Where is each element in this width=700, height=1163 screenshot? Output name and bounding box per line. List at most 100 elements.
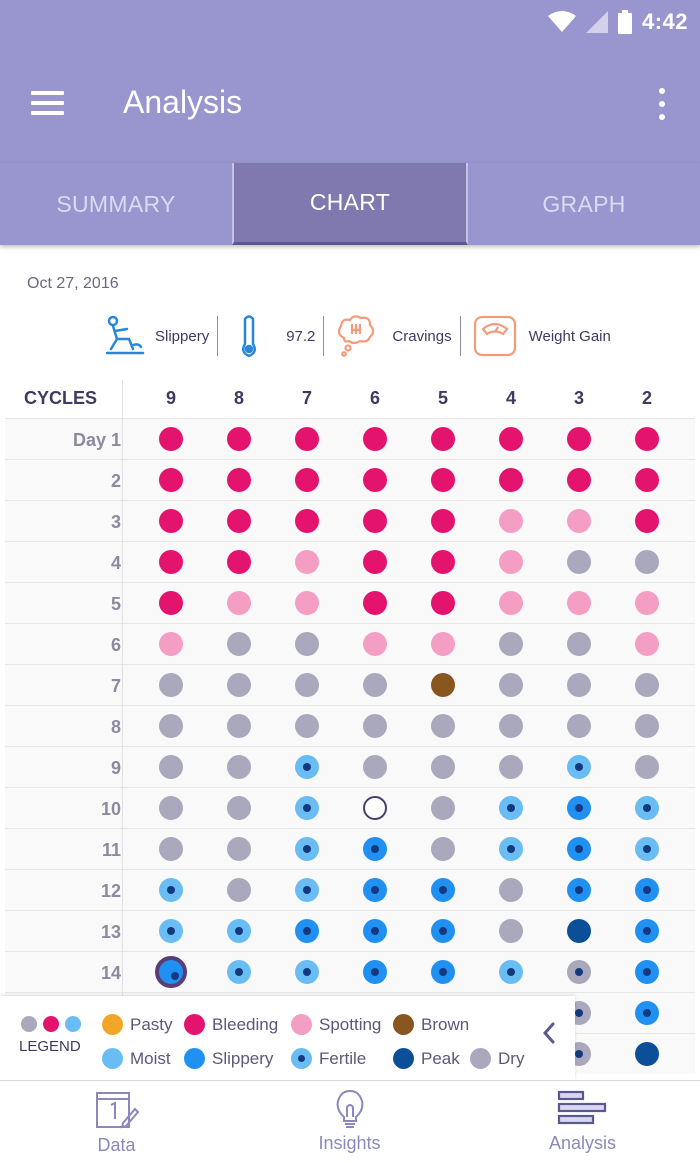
- day-dot-bleeding[interactable]: [431, 427, 455, 451]
- day-dot-dry[interactable]: [227, 878, 251, 902]
- day-dot-bleeding[interactable]: [227, 550, 251, 574]
- day-dot-slippery-fertile[interactable]: [363, 960, 387, 984]
- day-dot-fertile[interactable]: [159, 919, 183, 943]
- day-dot-spotting[interactable]: [159, 632, 183, 656]
- day-dot-brown[interactable]: [431, 673, 455, 697]
- day-dot-slippery-fertile[interactable]: [363, 837, 387, 861]
- day-dot-dry[interactable]: [499, 673, 523, 697]
- day-dot-dry[interactable]: [431, 796, 455, 820]
- day-dot-dry[interactable]: [635, 673, 659, 697]
- day-dot-dry[interactable]: [567, 550, 591, 574]
- day-dot-empty[interactable]: [363, 796, 387, 820]
- day-dot-dry[interactable]: [227, 714, 251, 738]
- tab-summary[interactable]: SUMMARY: [56, 190, 176, 217]
- day-dot-bleeding[interactable]: [635, 509, 659, 533]
- day-dot-fertile[interactable]: [567, 755, 591, 779]
- day-dot-bleeding[interactable]: [295, 509, 319, 533]
- day-dot-spotting[interactable]: [635, 591, 659, 615]
- day-dot-peak[interactable]: [567, 919, 591, 943]
- day-dot-dry[interactable]: [159, 837, 183, 861]
- day-dot-dry[interactable]: [159, 796, 183, 820]
- day-dot-bleeding[interactable]: [431, 509, 455, 533]
- day-dot-bleeding[interactable]: [431, 591, 455, 615]
- day-dot-dry-fertile[interactable]: [567, 960, 591, 984]
- day-dot-bleeding[interactable]: [227, 468, 251, 492]
- day-dot-dry[interactable]: [567, 673, 591, 697]
- day-dot-dry[interactable]: [499, 714, 523, 738]
- more-options-icon[interactable]: [652, 86, 672, 122]
- day-dot-dry[interactable]: [295, 632, 319, 656]
- day-dot-spotting[interactable]: [295, 550, 319, 574]
- cycle-header[interactable]: 6: [369, 388, 380, 408]
- day-dot-selected[interactable]: [155, 956, 187, 988]
- day-dot-bleeding[interactable]: [567, 468, 591, 492]
- day-dot-dry[interactable]: [567, 714, 591, 738]
- cycle-header[interactable]: 5: [437, 388, 448, 408]
- cycle-header[interactable]: 8: [233, 388, 244, 408]
- nav-analysis[interactable]: Analysis: [466, 1081, 699, 1163]
- cycle-header[interactable]: 3: [573, 388, 584, 408]
- day-dot-dry[interactable]: [159, 714, 183, 738]
- day-dot-bleeding[interactable]: [363, 468, 387, 492]
- day-dot-dry[interactable]: [431, 755, 455, 779]
- day-dot-dry[interactable]: [227, 632, 251, 656]
- day-dot-slippery-fertile[interactable]: [363, 919, 387, 943]
- day-dot-spotting[interactable]: [635, 632, 659, 656]
- day-dot-slippery-fertile[interactable]: [567, 837, 591, 861]
- day-dot-bleeding[interactable]: [159, 550, 183, 574]
- day-dot-bleeding[interactable]: [363, 591, 387, 615]
- cycle-header[interactable]: 9: [165, 388, 176, 408]
- day-dot-bleeding[interactable]: [499, 427, 523, 451]
- day-dot-slippery-fertile[interactable]: [431, 919, 455, 943]
- day-dot-fertile[interactable]: [635, 837, 659, 861]
- day-dot-spotting[interactable]: [499, 509, 523, 533]
- day-dot-dry[interactable]: [635, 714, 659, 738]
- day-dot-fertile[interactable]: [295, 755, 319, 779]
- chevron-left-icon[interactable]: [540, 1021, 558, 1045]
- day-dot-dry[interactable]: [159, 755, 183, 779]
- day-dot-bleeding[interactable]: [431, 468, 455, 492]
- day-dot-bleeding[interactable]: [159, 468, 183, 492]
- day-dot-slippery-fertile[interactable]: [635, 919, 659, 943]
- tab-graph[interactable]: GRAPH: [542, 190, 626, 217]
- day-dot-slippery-fertile[interactable]: [567, 878, 591, 902]
- day-dot-fertile[interactable]: [295, 837, 319, 861]
- day-dot-bleeding[interactable]: [159, 427, 183, 451]
- day-dot-bleeding[interactable]: [567, 427, 591, 451]
- day-dot-dry[interactable]: [159, 673, 183, 697]
- cycle-header[interactable]: 4: [505, 388, 516, 408]
- day-dot-spotting[interactable]: [499, 550, 523, 574]
- day-dot-bleeding[interactable]: [363, 427, 387, 451]
- day-dot-dry[interactable]: [227, 796, 251, 820]
- day-dot-slippery-fertile[interactable]: [295, 919, 319, 943]
- day-dot-slippery-fertile[interactable]: [635, 878, 659, 902]
- day-dot-dry[interactable]: [431, 714, 455, 738]
- day-dot-slippery-fertile[interactable]: [567, 796, 591, 820]
- day-dot-spotting[interactable]: [363, 632, 387, 656]
- day-dot-bleeding[interactable]: [295, 427, 319, 451]
- nav-insights[interactable]: Insights: [233, 1081, 466, 1163]
- cycle-header[interactable]: 7: [301, 388, 312, 408]
- day-dot-dry[interactable]: [363, 714, 387, 738]
- day-dot-bleeding[interactable]: [363, 509, 387, 533]
- day-dot-dry[interactable]: [499, 632, 523, 656]
- day-dot-bleeding[interactable]: [635, 427, 659, 451]
- day-dot-slippery-fertile[interactable]: [431, 960, 455, 984]
- day-dot-bleeding[interactable]: [227, 509, 251, 533]
- cycle-header[interactable]: 2: [641, 388, 652, 408]
- day-dot-dry[interactable]: [499, 878, 523, 902]
- day-dot-dry[interactable]: [499, 919, 523, 943]
- day-dot-fertile[interactable]: [227, 960, 251, 984]
- day-dot-spotting[interactable]: [431, 632, 455, 656]
- day-dot-dry[interactable]: [635, 755, 659, 779]
- day-dot-bleeding[interactable]: [159, 509, 183, 533]
- day-dot-fertile[interactable]: [635, 796, 659, 820]
- day-dot-fertile[interactable]: [499, 837, 523, 861]
- day-dot-spotting[interactable]: [567, 509, 591, 533]
- day-dot-dry[interactable]: [431, 837, 455, 861]
- day-dot-slippery-fertile[interactable]: [635, 960, 659, 984]
- day-dot-spotting[interactable]: [295, 591, 319, 615]
- day-dot-bleeding[interactable]: [431, 550, 455, 574]
- day-dot-bleeding[interactable]: [363, 550, 387, 574]
- day-dot-bleeding[interactable]: [159, 591, 183, 615]
